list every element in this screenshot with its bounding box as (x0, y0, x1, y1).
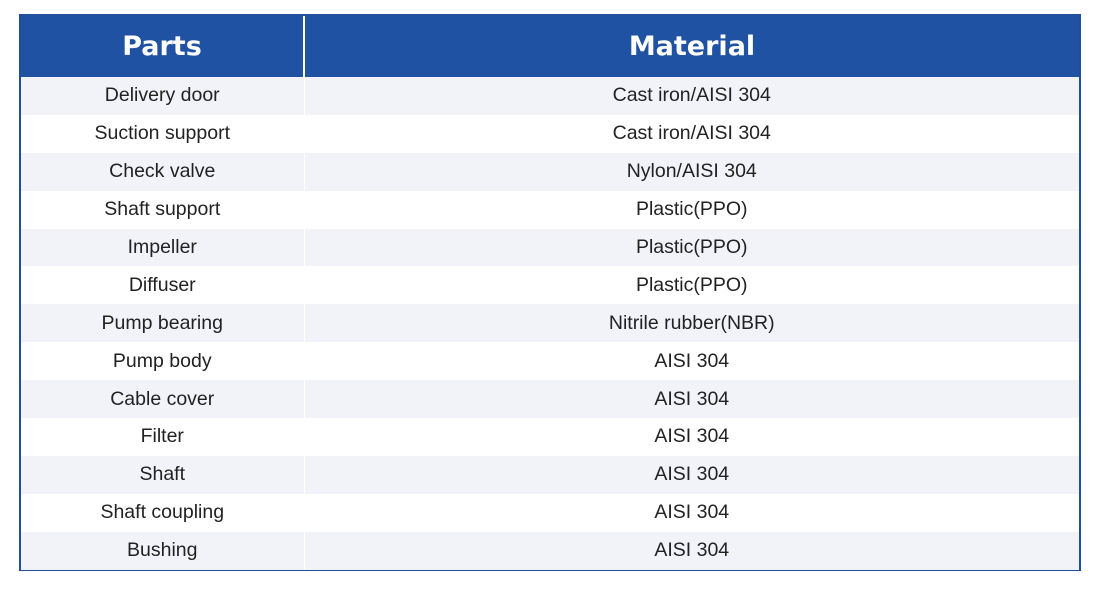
table-row: Cable cover AISI 304 (21, 380, 1079, 419)
material-cell: Plastic(PPO) (304, 266, 1079, 305)
part-name-cell: Check valve (21, 152, 305, 191)
table-row: Impeller Plastic(PPO) (21, 228, 1079, 267)
table-row: Bushing AISI 304 (21, 531, 1079, 570)
table-row: Shaft coupling AISI 304 (21, 493, 1079, 532)
part-name-cell: Diffuser (21, 266, 305, 305)
material-cell: AISI 304 (304, 455, 1079, 494)
table-header-row: Parts Material (21, 16, 1079, 77)
material-cell: AISI 304 (304, 380, 1079, 419)
material-column-header: Material (304, 16, 1079, 77)
part-name-cell: Delivery door (21, 77, 305, 115)
table-row: Check valve Nylon/AISI 304 (21, 152, 1079, 191)
table-row: Delivery door Cast iron/AISI 304 (21, 77, 1079, 115)
table-row: Filter AISI 304 (21, 418, 1079, 456)
material-cell: AISI 304 (304, 418, 1079, 456)
table-row: Shaft support Plastic(PPO) (21, 190, 1079, 229)
table-row: Pump body AISI 304 (21, 342, 1079, 381)
part-name-cell: Shaft coupling (21, 493, 305, 532)
material-cell: Cast iron/AISI 304 (304, 114, 1079, 153)
material-cell: AISI 304 (304, 531, 1079, 570)
material-cell: Nitrile rubber(NBR) (304, 304, 1079, 343)
table-row: Suction support Cast iron/AISI 304 (21, 114, 1079, 153)
material-cell: Cast iron/AISI 304 (304, 77, 1079, 115)
table-row: Diffuser Plastic(PPO) (21, 266, 1079, 305)
material-cell: Plastic(PPO) (304, 190, 1079, 229)
material-cell: AISI 304 (304, 342, 1079, 381)
part-name-cell: Suction support (21, 114, 305, 153)
part-name-cell: Pump bearing (21, 304, 305, 343)
materials-table: Parts Material Delivery door Cast iron/AI… (21, 16, 1079, 570)
material-cell: Plastic(PPO) (304, 228, 1079, 267)
part-name-cell: Impeller (21, 228, 305, 267)
material-cell: Nylon/AISI 304 (304, 152, 1079, 191)
table-row: Pump bearing Nitrile rubber(NBR) (21, 304, 1079, 343)
parts-column-header: Parts (21, 16, 305, 77)
part-name-cell: Filter (21, 418, 305, 456)
material-cell: AISI 304 (304, 493, 1079, 532)
table-body: Delivery door Cast iron/AISI 304 Suction s… (21, 77, 1079, 570)
part-name-cell: Shaft (21, 455, 305, 494)
part-name-cell: Pump body (21, 342, 305, 381)
table-row: Shaft AISI 304 (21, 455, 1079, 494)
parts-material-table: Parts Material Delivery door Cast iron/AI… (19, 14, 1081, 571)
part-name-cell: Shaft support (21, 190, 305, 229)
part-name-cell: Cable cover (21, 380, 305, 419)
part-name-cell: Bushing (21, 531, 305, 570)
